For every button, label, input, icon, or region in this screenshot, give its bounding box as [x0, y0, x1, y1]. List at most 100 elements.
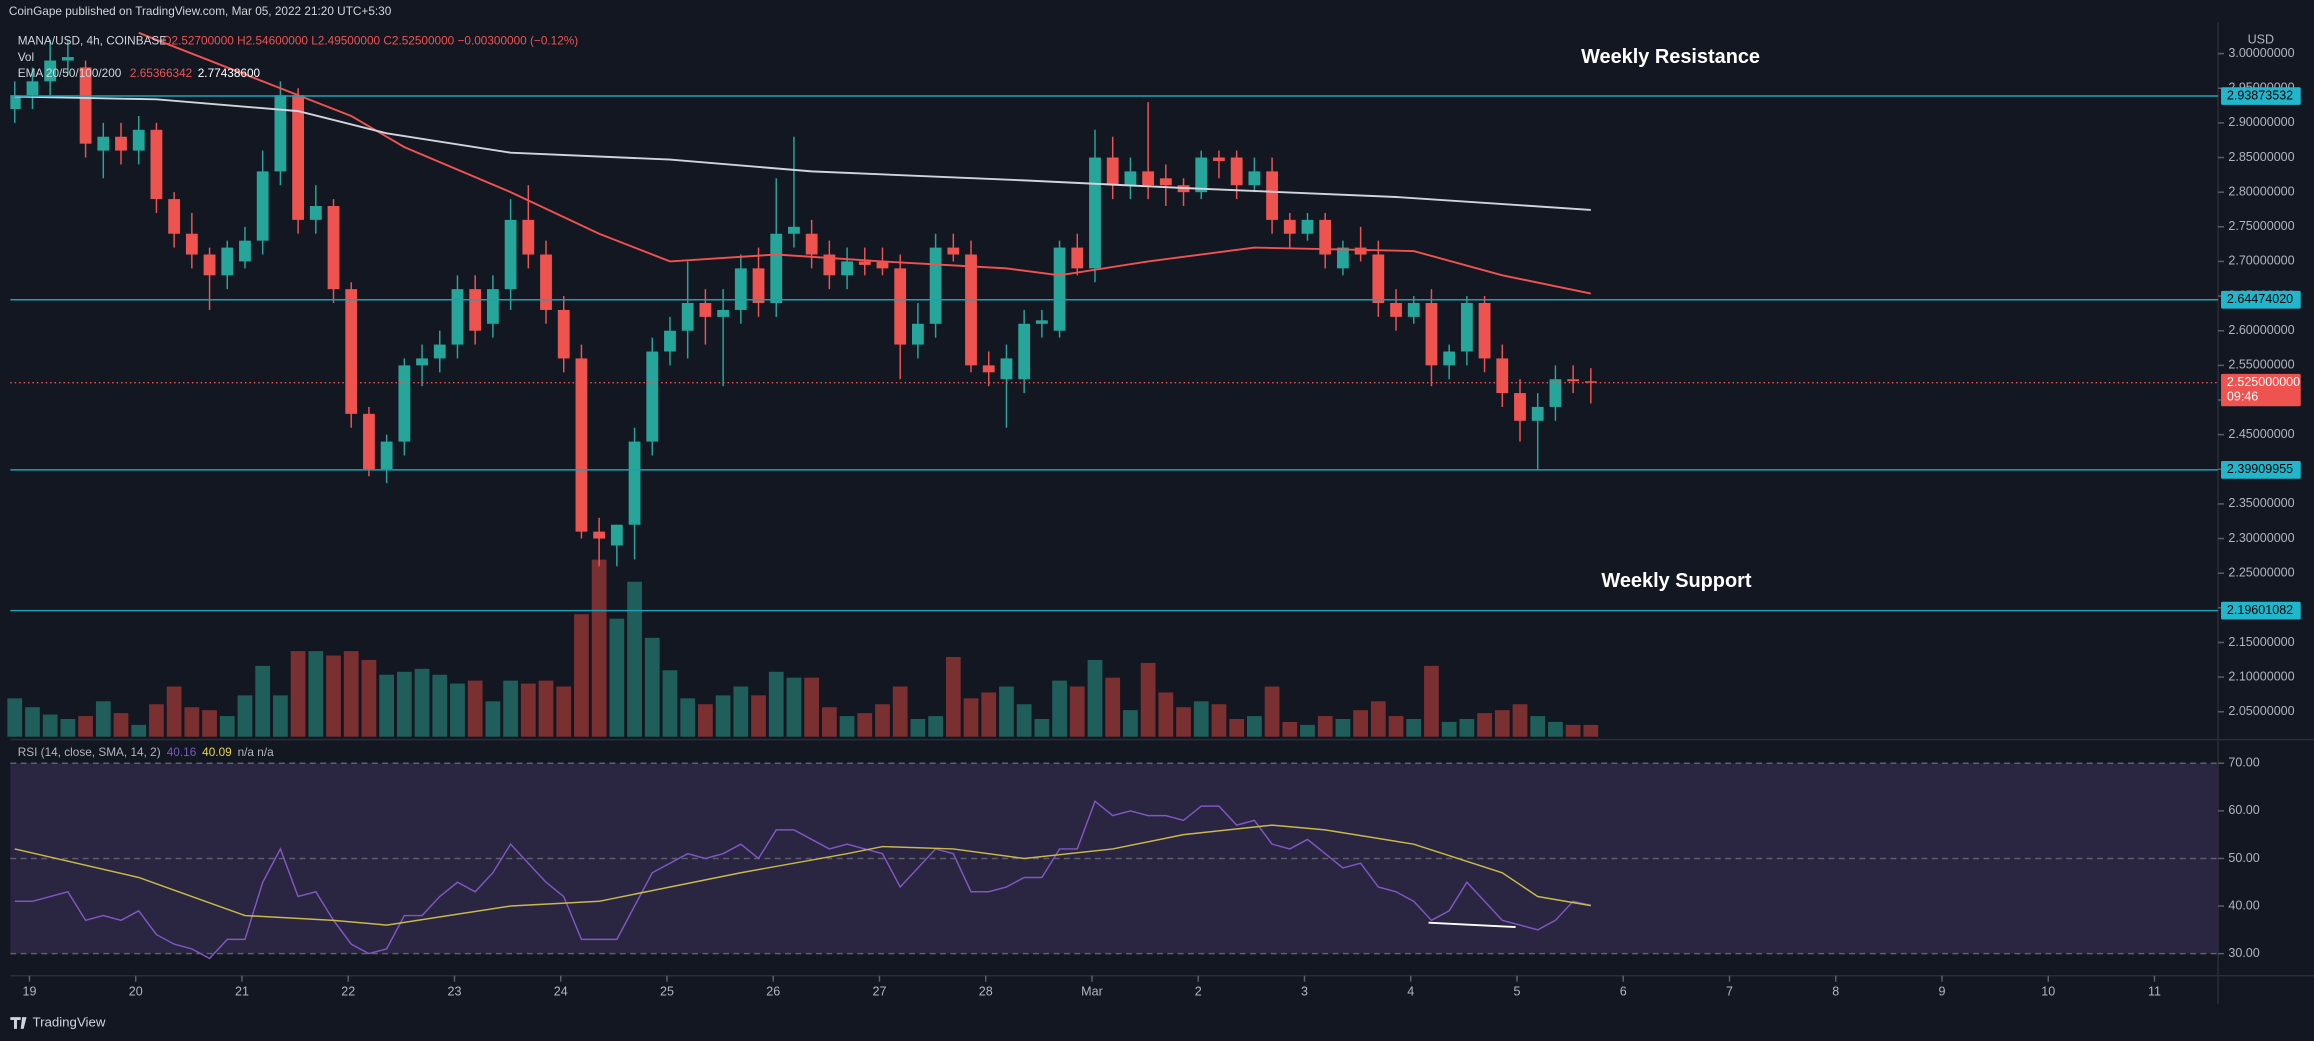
- y-tick-label: 60.00: [2228, 803, 2259, 817]
- volume-bar: [1512, 704, 1528, 737]
- x-tick-label: 28: [979, 984, 993, 998]
- candle-body: [1301, 219, 1314, 234]
- volume-bar: [1282, 721, 1298, 737]
- candle-body: [1584, 381, 1597, 383]
- candle-body: [1071, 247, 1084, 269]
- volume-bar: [308, 651, 324, 737]
- y-tick-label: 2.75000000: [2228, 219, 2294, 233]
- volume-bar: [219, 716, 235, 737]
- rsi-line: [14, 800, 1591, 960]
- candle-body: [168, 199, 181, 234]
- candle-body: [752, 268, 765, 304]
- volume-bar: [520, 683, 536, 737]
- volume-bar: [1069, 686, 1085, 737]
- candle-body: [1390, 303, 1402, 317]
- candle-body: [416, 358, 428, 366]
- candle-body: [1000, 358, 1013, 380]
- volume-bar: [910, 718, 926, 737]
- volume-bar: [60, 718, 76, 737]
- volume-bar: [184, 707, 200, 737]
- candle-body: [256, 171, 269, 241]
- volume-bar: [361, 659, 377, 737]
- volume-bar: [751, 695, 766, 737]
- y-tick-label: 2.30000000: [2228, 531, 2294, 545]
- volume-bar: [821, 707, 837, 737]
- y-tick-label: 2.25000000: [2228, 566, 2294, 580]
- candle-body: [1089, 157, 1101, 269]
- candle-body: [150, 129, 163, 200]
- volume-bar: [131, 724, 147, 737]
- x-tick-label: 10: [2041, 984, 2055, 998]
- volume-bar: [768, 671, 784, 737]
- x-tick-label: 3: [1301, 984, 1308, 998]
- rsi-value: 40.16: [167, 745, 197, 759]
- volume-bar: [591, 559, 607, 737]
- volume-bar: [1123, 710, 1138, 737]
- candle-body: [1213, 157, 1225, 161]
- volume-bar: [574, 614, 589, 737]
- x-tick-label: 24: [554, 984, 568, 998]
- volume-bar: [1105, 677, 1121, 737]
- volume-bar: [485, 701, 501, 737]
- volume-bar: [1459, 718, 1475, 737]
- candle-body: [593, 531, 606, 539]
- volume-bar: [662, 670, 678, 737]
- x-tick-label: 26: [766, 984, 780, 998]
- candle-body: [345, 289, 358, 414]
- rsi-sma-value: 40.09: [202, 745, 232, 759]
- x-tick-label: 4: [1407, 984, 1414, 998]
- volume-bar: [78, 716, 93, 737]
- volume-bar: [1229, 718, 1245, 737]
- candle-body: [1106, 157, 1119, 186]
- last-price-box: [2221, 373, 2301, 407]
- volume-bar: [1370, 701, 1386, 737]
- x-tick-label: 8: [1832, 984, 1839, 998]
- candle-body: [1478, 303, 1491, 359]
- candle-body: [433, 344, 446, 359]
- level-label: 2.19601082: [2227, 603, 2293, 617]
- candle-body: [770, 233, 783, 304]
- volume-bar: [1583, 724, 1599, 737]
- candle-body: [1425, 303, 1438, 366]
- level-label: 2.93873532: [2227, 88, 2293, 102]
- volume-bar: [733, 686, 749, 737]
- candle-body: [292, 95, 304, 220]
- rsi-line: [14, 824, 1591, 926]
- volume-bar: [25, 707, 40, 737]
- x-tick-label: Mar: [1081, 984, 1103, 998]
- candle-body: [788, 226, 800, 234]
- volume-bar: [503, 680, 518, 737]
- x-tick-label: 27: [872, 984, 886, 998]
- volume-bar: [1211, 704, 1227, 737]
- level-label: 2.64474020: [2227, 292, 2293, 306]
- volume-bar: [414, 668, 430, 737]
- volume-bar: [1477, 713, 1492, 737]
- level-label-box: [2221, 290, 2301, 309]
- symbol: MANA/USD, 4h, COINBASE: [18, 34, 168, 48]
- ema-value: 2.65366342: [130, 66, 192, 80]
- brand: TradingView: [10, 1015, 106, 1030]
- candle-body: [185, 233, 198, 255]
- candle-body: [1053, 247, 1066, 331]
- candle-body: [61, 57, 74, 61]
- candle-body: [628, 441, 641, 525]
- volume-legend: Vol: [18, 50, 34, 64]
- candle-body: [451, 289, 464, 345]
- candle-body: [1354, 247, 1367, 255]
- volume-bar: [1016, 704, 1032, 737]
- y-tick-label: 2.60000000: [2228, 323, 2294, 337]
- x-tick-label: 9: [1939, 984, 1946, 998]
- candle-body: [44, 60, 57, 82]
- candle-body: [239, 240, 251, 262]
- brand-logo: [10, 1017, 27, 1029]
- y-tick-label: 70.00: [2228, 756, 2259, 770]
- x-tick-label: 23: [447, 984, 461, 998]
- volume-bar: [7, 698, 23, 737]
- volume-bar: [1317, 716, 1333, 737]
- volume-bar: [113, 713, 129, 737]
- volume-bar: [255, 665, 271, 737]
- x-tick-label: 11: [2148, 984, 2161, 998]
- candle-body: [894, 268, 907, 345]
- ohlc-legend: O2.52700000 H2.54600000 L2.49500000 C2.5…: [162, 34, 578, 48]
